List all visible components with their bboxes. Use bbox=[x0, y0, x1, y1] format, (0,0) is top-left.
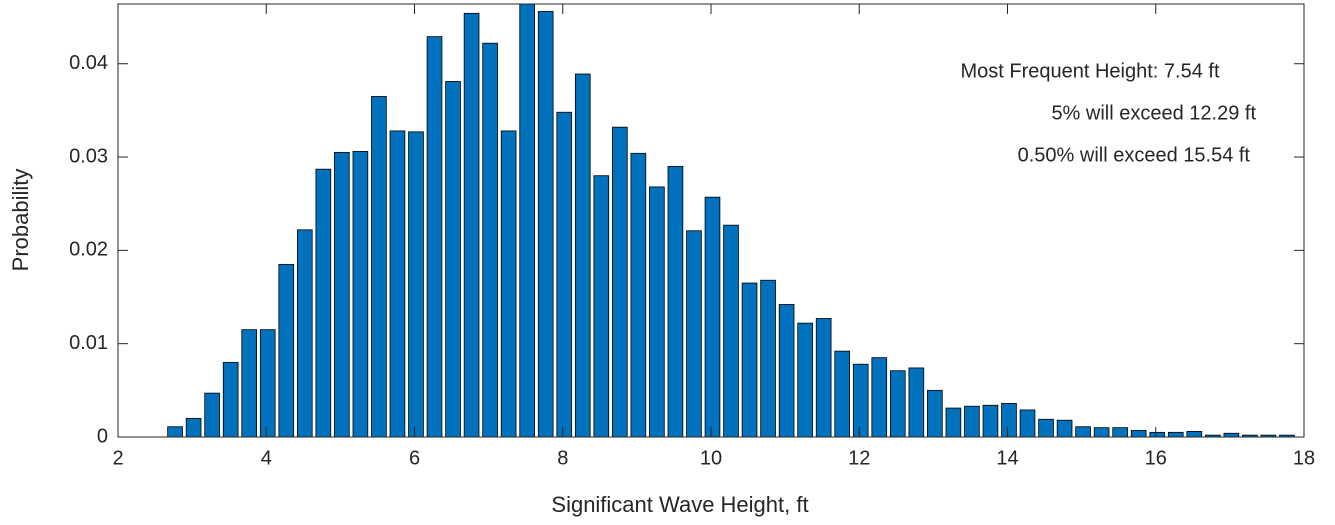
bar bbox=[315, 168, 332, 438]
bar bbox=[519, 3, 535, 438]
bar bbox=[537, 11, 554, 438]
bar bbox=[500, 130, 517, 438]
bar bbox=[1093, 427, 1110, 438]
bar bbox=[945, 407, 962, 438]
bar bbox=[185, 417, 202, 438]
bar bbox=[445, 81, 461, 438]
annotation: 5% will exceed 12.29 ft bbox=[1051, 102, 1256, 124]
bar bbox=[612, 126, 628, 438]
y-tick-label: 0.04 bbox=[69, 52, 108, 74]
y-tick-label: 0.03 bbox=[69, 145, 108, 167]
bar bbox=[556, 111, 573, 438]
bar bbox=[352, 151, 369, 438]
x-axis-label: Significant Wave Height, ft bbox=[551, 492, 808, 517]
x-tick-label: 18 bbox=[1293, 447, 1315, 469]
bar bbox=[426, 36, 443, 438]
bar bbox=[1038, 418, 1054, 438]
x-tick-label: 14 bbox=[996, 447, 1018, 469]
bar bbox=[482, 42, 498, 438]
bar bbox=[1112, 427, 1128, 438]
annotation: Most Frequent Height: 7.54 ft bbox=[960, 60, 1219, 82]
bar bbox=[371, 95, 387, 438]
bar bbox=[815, 318, 832, 438]
bar bbox=[1186, 431, 1203, 438]
bar bbox=[964, 405, 980, 438]
bar bbox=[686, 230, 702, 438]
bar bbox=[222, 361, 239, 438]
bar bbox=[1130, 430, 1147, 438]
x-tick-label: 2 bbox=[112, 447, 123, 469]
x-tick-label: 10 bbox=[700, 447, 722, 469]
bar bbox=[241, 329, 258, 438]
bar bbox=[704, 196, 721, 438]
bar bbox=[463, 12, 480, 438]
bar bbox=[852, 363, 869, 438]
bar bbox=[593, 175, 610, 438]
bar bbox=[778, 304, 795, 438]
bar bbox=[1223, 432, 1240, 438]
bar bbox=[1019, 409, 1036, 438]
bar bbox=[834, 350, 851, 438]
bar bbox=[204, 392, 220, 438]
bar bbox=[296, 229, 313, 438]
x-tick-label: 16 bbox=[1145, 447, 1167, 469]
x-tick-label: 8 bbox=[557, 447, 568, 469]
x-tick-label: 12 bbox=[848, 447, 870, 469]
bar bbox=[1001, 403, 1017, 438]
bar bbox=[334, 151, 350, 438]
bar bbox=[667, 165, 684, 438]
bar bbox=[1075, 426, 1091, 438]
bar bbox=[1056, 419, 1073, 438]
x-tick-label: 6 bbox=[409, 447, 420, 469]
bar bbox=[760, 279, 776, 438]
bar bbox=[927, 389, 943, 438]
y-axis-label: Probability bbox=[8, 169, 33, 272]
bar bbox=[982, 404, 999, 438]
annotation: 0.50% will exceed 15.54 ft bbox=[1018, 144, 1251, 166]
bar bbox=[871, 357, 888, 438]
y-tick-label: 0.01 bbox=[69, 332, 108, 354]
bar bbox=[741, 282, 758, 438]
y-tick-label: 0 bbox=[97, 425, 108, 447]
x-tick-label: 4 bbox=[261, 447, 272, 469]
bar bbox=[1167, 431, 1184, 438]
bar bbox=[278, 263, 295, 438]
bar bbox=[389, 130, 406, 438]
bar bbox=[167, 426, 183, 438]
bar bbox=[908, 367, 925, 438]
bar bbox=[649, 186, 665, 438]
bar bbox=[574, 73, 591, 438]
bar bbox=[259, 329, 276, 438]
y-tick-label: 0.02 bbox=[69, 239, 108, 261]
bar bbox=[408, 131, 424, 438]
bar bbox=[889, 370, 906, 438]
bar bbox=[630, 152, 647, 438]
bar bbox=[1149, 431, 1166, 438]
bar bbox=[797, 322, 813, 438]
bar bbox=[723, 224, 739, 438]
